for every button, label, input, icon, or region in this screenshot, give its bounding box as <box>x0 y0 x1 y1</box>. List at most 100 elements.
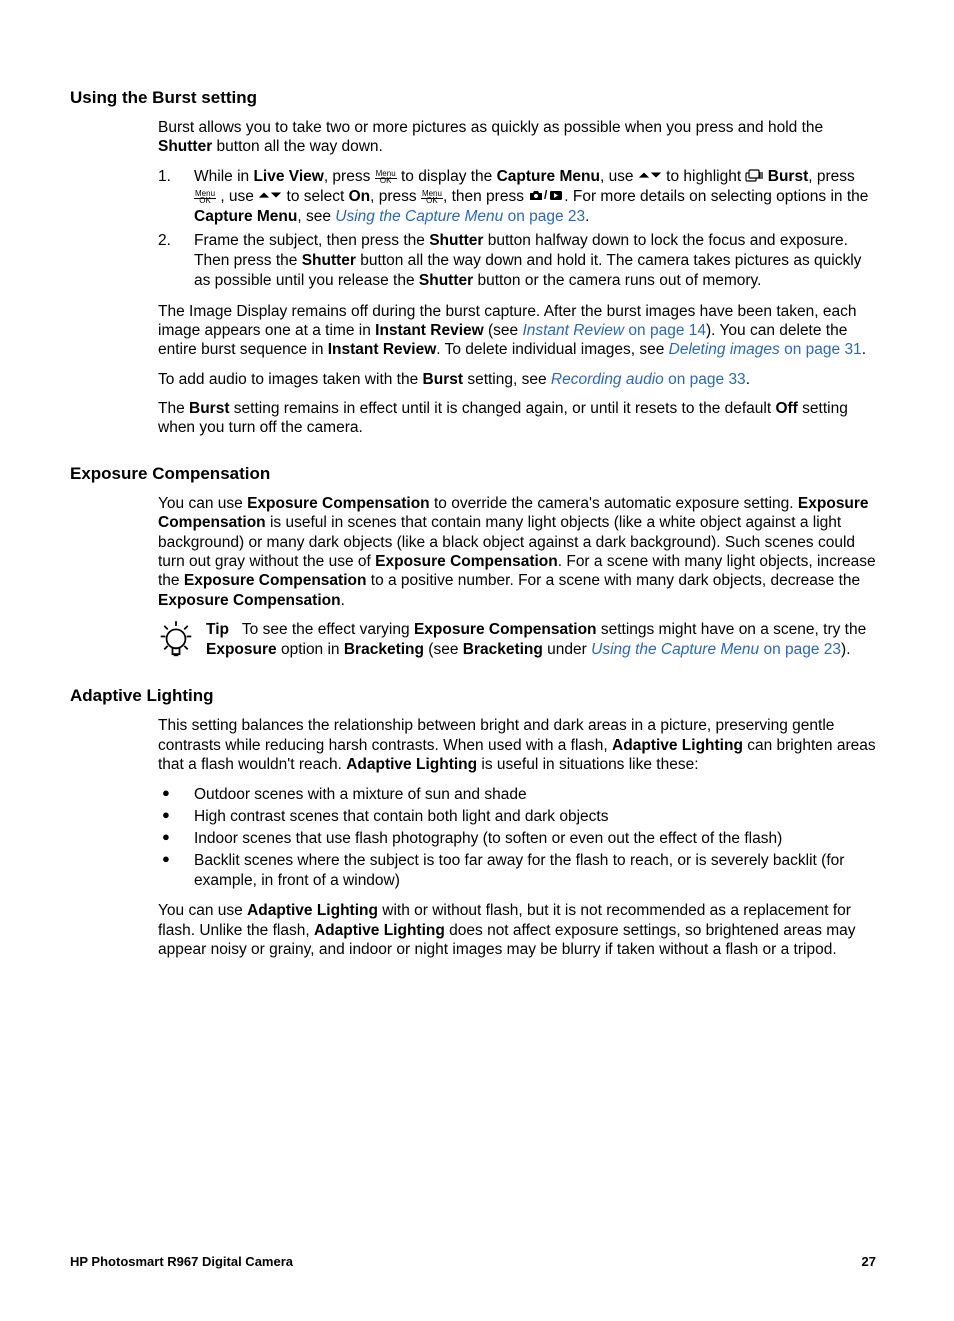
text: To see the effect varying <box>242 621 414 638</box>
text: . <box>746 371 750 388</box>
text: Exposure <box>206 641 277 658</box>
step-number: 1. <box>158 167 171 187</box>
link-text: on page 33 <box>664 371 746 388</box>
link-capture-menu[interactable]: Using the Capture Menu on page 23 <box>335 208 585 225</box>
text: to override the camera's automatic expos… <box>430 495 798 512</box>
text: settings might have on a scene, try the <box>597 621 867 638</box>
text: , press <box>324 168 375 185</box>
text: is useful in situations like these: <box>477 756 698 773</box>
burst-intro: Burst allows you to take two or more pic… <box>158 118 876 157</box>
link-instant-review[interactable]: Instant Review on page 14 <box>522 322 706 339</box>
text: Exposure Compensation <box>184 572 367 589</box>
text: Bracketing <box>463 641 543 658</box>
text: Instant Review <box>328 341 437 358</box>
text: Frame the subject, then press the <box>194 232 429 249</box>
text: , use <box>216 188 258 205</box>
link-text: Recording audio <box>551 371 664 388</box>
text: , see <box>297 208 335 225</box>
adaptive-p2: You can use Adaptive Lighting with or wi… <box>158 901 876 959</box>
text: setting, see <box>463 371 551 388</box>
text: (see <box>484 322 523 339</box>
camera-play-icon <box>528 189 564 202</box>
text: Burst <box>189 400 229 417</box>
tip-block: Tip To see the effect varying Exposure C… <box>158 620 876 660</box>
link-recording-audio[interactable]: Recording audio on page 33 <box>551 371 746 388</box>
text: , press <box>370 188 421 205</box>
link-text: Deleting images <box>669 341 780 358</box>
text: Shutter <box>302 252 356 269</box>
adaptive-p1: This setting balances the relationship b… <box>158 716 876 774</box>
link-text: on page 23 <box>503 208 585 225</box>
link-text: Using the Capture Menu <box>591 641 759 658</box>
list-item: 1. While in Live View, press MenuOK to d… <box>158 167 876 227</box>
text: To add audio to images taken with the <box>158 371 423 388</box>
list-item: Outdoor scenes with a mixture of sun and… <box>158 785 876 805</box>
text: Live View <box>253 168 323 185</box>
adaptive-bullets: Outdoor scenes with a mixture of sun and… <box>158 785 876 892</box>
text: You can use <box>158 902 247 919</box>
menu-ok-icon: MenuOK <box>194 190 216 204</box>
link-text: on page 31 <box>780 341 862 358</box>
text: under <box>543 641 591 658</box>
text: to highlight <box>662 168 746 185</box>
text: Adaptive Lighting <box>314 922 445 939</box>
text: Exposure Compensation <box>414 621 597 638</box>
text: Adaptive Lighting <box>247 902 378 919</box>
text: setting remains in effect until it is ch… <box>230 400 776 417</box>
updown-icon <box>258 191 282 200</box>
text: Shutter <box>158 138 212 155</box>
heading-adaptive-lighting: Adaptive Lighting <box>70 686 876 706</box>
link-capture-menu[interactable]: Using the Capture Menu on page 23 <box>591 641 841 658</box>
page-footer: HP Photosmart R967 Digital Camera 27 <box>70 1254 876 1269</box>
text: to a positive number. For a scene with m… <box>366 572 860 589</box>
list-item: High contrast scenes that contain both l… <box>158 807 876 827</box>
text: The <box>158 400 189 417</box>
tip-text: Tip To see the effect varying Exposure C… <box>206 620 876 660</box>
step-number: 2. <box>158 231 171 251</box>
text: Shutter <box>429 232 483 249</box>
burst-icon <box>745 169 763 182</box>
heading-burst: Using the Burst setting <box>70 88 876 108</box>
text: Burst <box>423 371 463 388</box>
text: , press <box>808 168 855 185</box>
link-text: on page 23 <box>759 641 841 658</box>
menu-ok-icon: MenuOK <box>375 170 397 184</box>
text: option in <box>277 641 344 658</box>
text: to display the <box>397 168 497 185</box>
text: Adaptive Lighting <box>346 756 477 773</box>
burst-p3: To add audio to images taken with the Bu… <box>158 370 876 389</box>
link-text: Using the Capture Menu <box>335 208 503 225</box>
text: While in <box>194 168 253 185</box>
text: Burst <box>763 168 808 185</box>
burst-p2: The Image Display remains off during the… <box>158 302 876 360</box>
updown-icon <box>638 171 662 180</box>
text: Exposure Compensation <box>247 495 430 512</box>
text: . For more details on selecting options … <box>564 188 868 205</box>
text: Off <box>775 400 797 417</box>
text: , use <box>600 168 638 185</box>
text: Exposure Compensation <box>158 592 341 609</box>
text: . <box>585 208 589 225</box>
text: (see <box>424 641 463 658</box>
link-text: Instant Review <box>522 322 624 339</box>
text: . To delete individual images, see <box>436 341 668 358</box>
text: You can use <box>158 495 247 512</box>
list-item: 2. Frame the subject, then press the Shu… <box>158 231 876 291</box>
list-item: Indoor scenes that use flash photography… <box>158 829 876 849</box>
text: Bracketing <box>344 641 424 658</box>
menu-ok-icon: MenuOK <box>421 190 443 204</box>
text: Capture Menu <box>194 208 297 225</box>
text: Shutter <box>419 272 473 289</box>
text: ). <box>841 641 850 658</box>
footer-title: HP Photosmart R967 Digital Camera <box>70 1254 293 1269</box>
link-deleting-images[interactable]: Deleting images on page 31 <box>669 341 862 358</box>
text: Burst allows you to take two or more pic… <box>158 119 823 136</box>
link-text: on page 14 <box>624 322 706 339</box>
exposure-p1: You can use Exposure Compensation to ove… <box>158 494 876 610</box>
text: Instant Review <box>375 322 484 339</box>
lightbulb-icon <box>158 620 194 660</box>
text: Capture Menu <box>497 168 600 185</box>
heading-exposure-compensation: Exposure Compensation <box>70 464 876 484</box>
text: On <box>349 188 371 205</box>
tip-label: Tip <box>206 621 229 638</box>
